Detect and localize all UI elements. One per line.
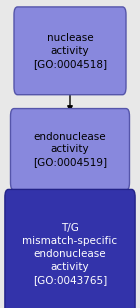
FancyBboxPatch shape — [14, 7, 126, 95]
Text: T/G
mismatch-specific
endonuclease
activity
[GO:0043765]: T/G mismatch-specific endonuclease activ… — [22, 224, 118, 285]
FancyBboxPatch shape — [10, 109, 130, 190]
FancyBboxPatch shape — [5, 189, 135, 308]
Text: endonuclease
activity
[GO:0004519]: endonuclease activity [GO:0004519] — [33, 132, 107, 167]
Text: nuclease
activity
[GO:0004518]: nuclease activity [GO:0004518] — [33, 33, 107, 69]
